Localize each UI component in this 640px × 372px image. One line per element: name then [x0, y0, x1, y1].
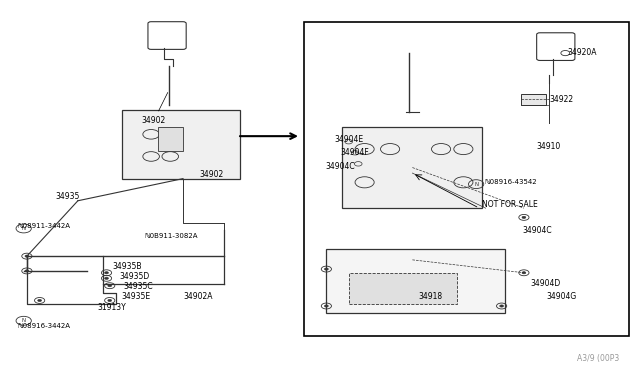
FancyBboxPatch shape [148, 22, 186, 49]
Bar [342, 127, 483, 208]
Circle shape [108, 285, 111, 287]
Bar [157, 127, 183, 151]
Bar [122, 110, 241, 179]
Circle shape [108, 299, 111, 302]
Text: 34935: 34935 [56, 192, 80, 201]
Text: 34935E: 34935E [121, 292, 150, 301]
Text: 34904F: 34904F [340, 148, 369, 157]
Text: 34920A: 34920A [567, 48, 596, 57]
Text: 34904E: 34904E [335, 135, 364, 144]
Text: 34935B: 34935B [113, 262, 143, 271]
Text: 34904C: 34904C [523, 226, 552, 235]
Bar [326, 249, 505, 313]
Circle shape [25, 255, 29, 257]
Circle shape [25, 270, 29, 272]
Text: 34935C: 34935C [124, 282, 154, 291]
Text: ℕ08916-3442A: ℕ08916-3442A [17, 323, 70, 329]
Circle shape [104, 272, 108, 274]
Bar [349, 273, 457, 304]
Text: NOT FOR SALE: NOT FOR SALE [483, 200, 538, 209]
Circle shape [38, 299, 42, 302]
Text: N: N [22, 318, 26, 323]
Text: 34918: 34918 [419, 292, 443, 301]
Bar [304, 22, 629, 336]
Circle shape [500, 305, 504, 307]
Text: ℕ08911-3442A: ℕ08911-3442A [17, 224, 70, 230]
Text: ℕ08916-43542: ℕ08916-43542 [484, 179, 537, 185]
Text: A3/9 (00P3: A3/9 (00P3 [577, 354, 620, 363]
Circle shape [324, 268, 328, 270]
Text: 34904C: 34904C [325, 162, 355, 171]
Bar [521, 94, 546, 105]
Circle shape [522, 272, 526, 274]
Text: 34902A: 34902A [183, 292, 212, 301]
Text: 34935D: 34935D [119, 272, 150, 281]
Text: 34904G: 34904G [547, 292, 577, 301]
Text: ℕ0B911-3082A: ℕ0B911-3082A [145, 233, 198, 239]
Text: 31913Y: 31913Y [97, 304, 125, 312]
Text: 34902: 34902 [141, 93, 168, 125]
Text: N: N [22, 226, 26, 231]
Circle shape [324, 305, 328, 307]
Text: 34904D: 34904D [531, 279, 561, 288]
Text: 34922: 34922 [549, 95, 573, 104]
Circle shape [104, 277, 108, 279]
Circle shape [522, 216, 526, 218]
FancyBboxPatch shape [537, 33, 575, 61]
Text: 34902: 34902 [199, 170, 223, 179]
Text: N: N [474, 182, 478, 187]
Text: 34910: 34910 [537, 142, 561, 151]
